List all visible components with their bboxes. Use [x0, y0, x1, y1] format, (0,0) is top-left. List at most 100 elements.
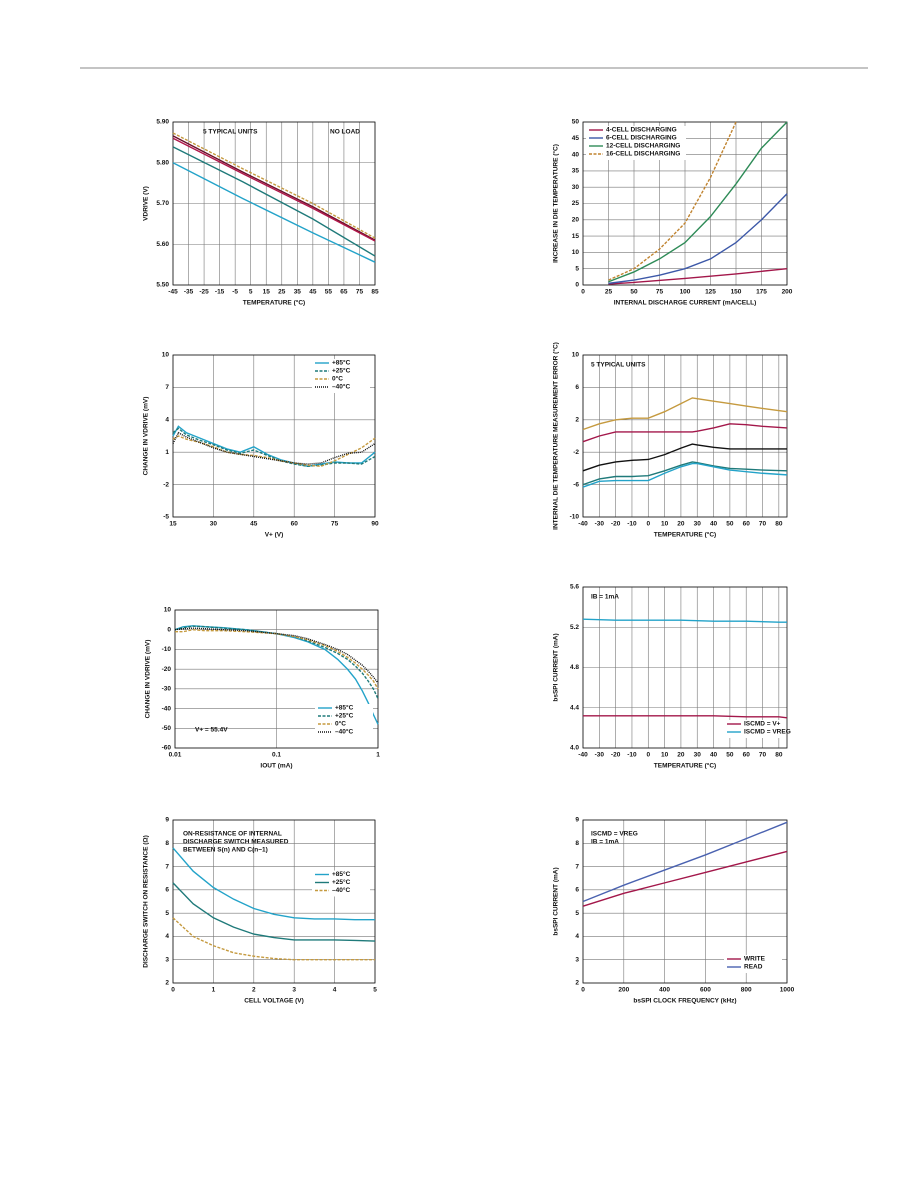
x-tick-label: 70 [759, 752, 767, 759]
y-tick-label: 4.8 [570, 664, 579, 671]
x-tick-label: -30 [595, 521, 605, 528]
legend-label: +85°C [332, 870, 351, 878]
x-tick-label: 70 [759, 521, 767, 528]
legend-label: +85°C [332, 359, 351, 367]
plot-frame [582, 121, 788, 286]
y-tick-label: 6 [165, 887, 169, 894]
y-tick-label: 1 [165, 449, 169, 456]
x-tick-label: 0 [581, 289, 585, 296]
legend-label: ISCMD = VREG [744, 729, 791, 736]
annotation: 5 TYPICAL UNITS [591, 362, 646, 369]
x-tick-label: -25 [199, 289, 209, 296]
x-tick-label: 600 [700, 987, 711, 994]
x-tick-label: -30 [595, 752, 605, 759]
x-tick-label: 80 [775, 752, 783, 759]
x-tick-label: 65 [340, 289, 348, 296]
series-line [582, 462, 788, 488]
legend-label: –40°C [335, 728, 353, 736]
legend-label: 12-CELL DISCHARGING [606, 143, 680, 150]
legend-label: +25°C [332, 367, 351, 375]
y-axis-label: bsSPI CURRENT (mA) [553, 633, 560, 701]
y-tick-label: 5.60 [156, 241, 169, 248]
annotation: V+ = 55.4V [195, 727, 228, 734]
series-line [582, 618, 787, 623]
x-axis-label: IOUT (mA) [260, 763, 292, 770]
y-tick-label: 2 [575, 980, 579, 987]
x-tick-label: 30 [694, 752, 702, 759]
y-axis-label: VDRIVE (V) [143, 186, 150, 221]
legend-label: +25°C [332, 878, 351, 886]
series-line [172, 146, 376, 257]
series-line [172, 427, 376, 467]
x-tick-label: 40 [710, 752, 718, 759]
series-line [172, 162, 376, 263]
y-tick-label: 8 [165, 840, 169, 847]
legend-label: +85°C [335, 704, 354, 712]
series-line [608, 193, 788, 285]
x-tick-label: 55 [325, 289, 333, 296]
legend-label: 4-CELL DISCHARGING [606, 127, 677, 134]
annotation: IB = 1mA [591, 594, 619, 601]
x-tick-label: 90 [371, 521, 379, 528]
x-axis-label: V+ (V) [265, 532, 284, 539]
x-tick-label: 0 [171, 987, 175, 994]
y-tick-label: 50 [572, 119, 580, 126]
series-line [608, 121, 788, 283]
annotation: 5 TYPICAL UNITS [203, 129, 258, 136]
chart: 0 25 50 75 100 125 150 175 200 0 5 10 15 20 25 30 35 40 45… [552, 119, 793, 307]
x-tick-label: 75 [656, 289, 664, 296]
series-line [172, 135, 376, 241]
series-line [174, 625, 379, 725]
x-tick-label: 1000 [780, 987, 795, 994]
y-tick-label: -2 [573, 449, 579, 456]
x-tick-label: 15 [263, 289, 271, 296]
x-tick-label: -40 [578, 752, 588, 759]
x-tick-label: -35 [184, 289, 194, 296]
y-tick-label: 0 [575, 282, 579, 289]
y-tick-label: -2 [163, 481, 169, 488]
y-tick-label: 5 [575, 910, 579, 917]
x-tick-label: -45 [168, 289, 178, 296]
x-axis-label: TEMPERATURE (°C) [654, 531, 716, 539]
x-tick-label: 35 [294, 289, 302, 296]
x-tick-label: 2 [252, 987, 256, 994]
y-tick-label: 3 [165, 956, 169, 963]
series-line [172, 431, 376, 465]
x-axis-label: TEMPERATURE (°C) [654, 762, 716, 770]
y-tick-label: 7 [575, 863, 579, 870]
x-tick-label: 45 [309, 289, 317, 296]
x-tick-label: 0 [646, 752, 650, 759]
x-tick-label: 175 [756, 289, 767, 296]
y-tick-label: 9 [575, 817, 579, 824]
legend-label: –40°C [332, 383, 350, 391]
chart: -40 -30 -20 -10 0 10 20 30 40 50 60 70 80 4.0 4.4 4.8 5.… [553, 584, 791, 770]
y-tick-label: 5.70 [156, 200, 169, 207]
x-tick-label: 0.01 [169, 752, 182, 759]
x-tick-label: -20 [611, 521, 621, 528]
chart: -45 -35 -25 -15 -5 5 15 25 35 45 55 65 75 85 5.50 5.60 5… [143, 119, 379, 307]
series-line [608, 121, 737, 281]
x-tick-label: -10 [627, 521, 637, 528]
y-tick-label: -5 [163, 514, 169, 521]
series-line [172, 132, 376, 239]
x-axis-label: bsSPI CLOCK FREQUENCY (kHz) [633, 998, 736, 1005]
x-tick-label: 800 [741, 987, 752, 994]
y-tick-label: 5 [575, 265, 579, 272]
x-tick-label: 1 [376, 752, 380, 759]
y-tick-label: 4.4 [570, 704, 579, 711]
series-line [172, 435, 376, 467]
x-tick-label: 200 [782, 289, 793, 296]
plot-frame [582, 354, 788, 518]
y-tick-label: 5.90 [156, 119, 169, 126]
y-axis-label: CHANGE IN VDRIVE (mV) [145, 640, 152, 719]
annotation: BETWEEN S(n) AND C(n−1) [183, 847, 268, 854]
y-tick-label: 2 [575, 417, 579, 424]
x-tick-label: 10 [661, 752, 669, 759]
x-tick-label: 100 [680, 289, 691, 296]
y-tick-label: 7 [165, 863, 169, 870]
series-line [582, 397, 788, 431]
series-line [175, 629, 379, 690]
x-tick-label: -15 [215, 289, 225, 296]
series-line [172, 882, 376, 942]
